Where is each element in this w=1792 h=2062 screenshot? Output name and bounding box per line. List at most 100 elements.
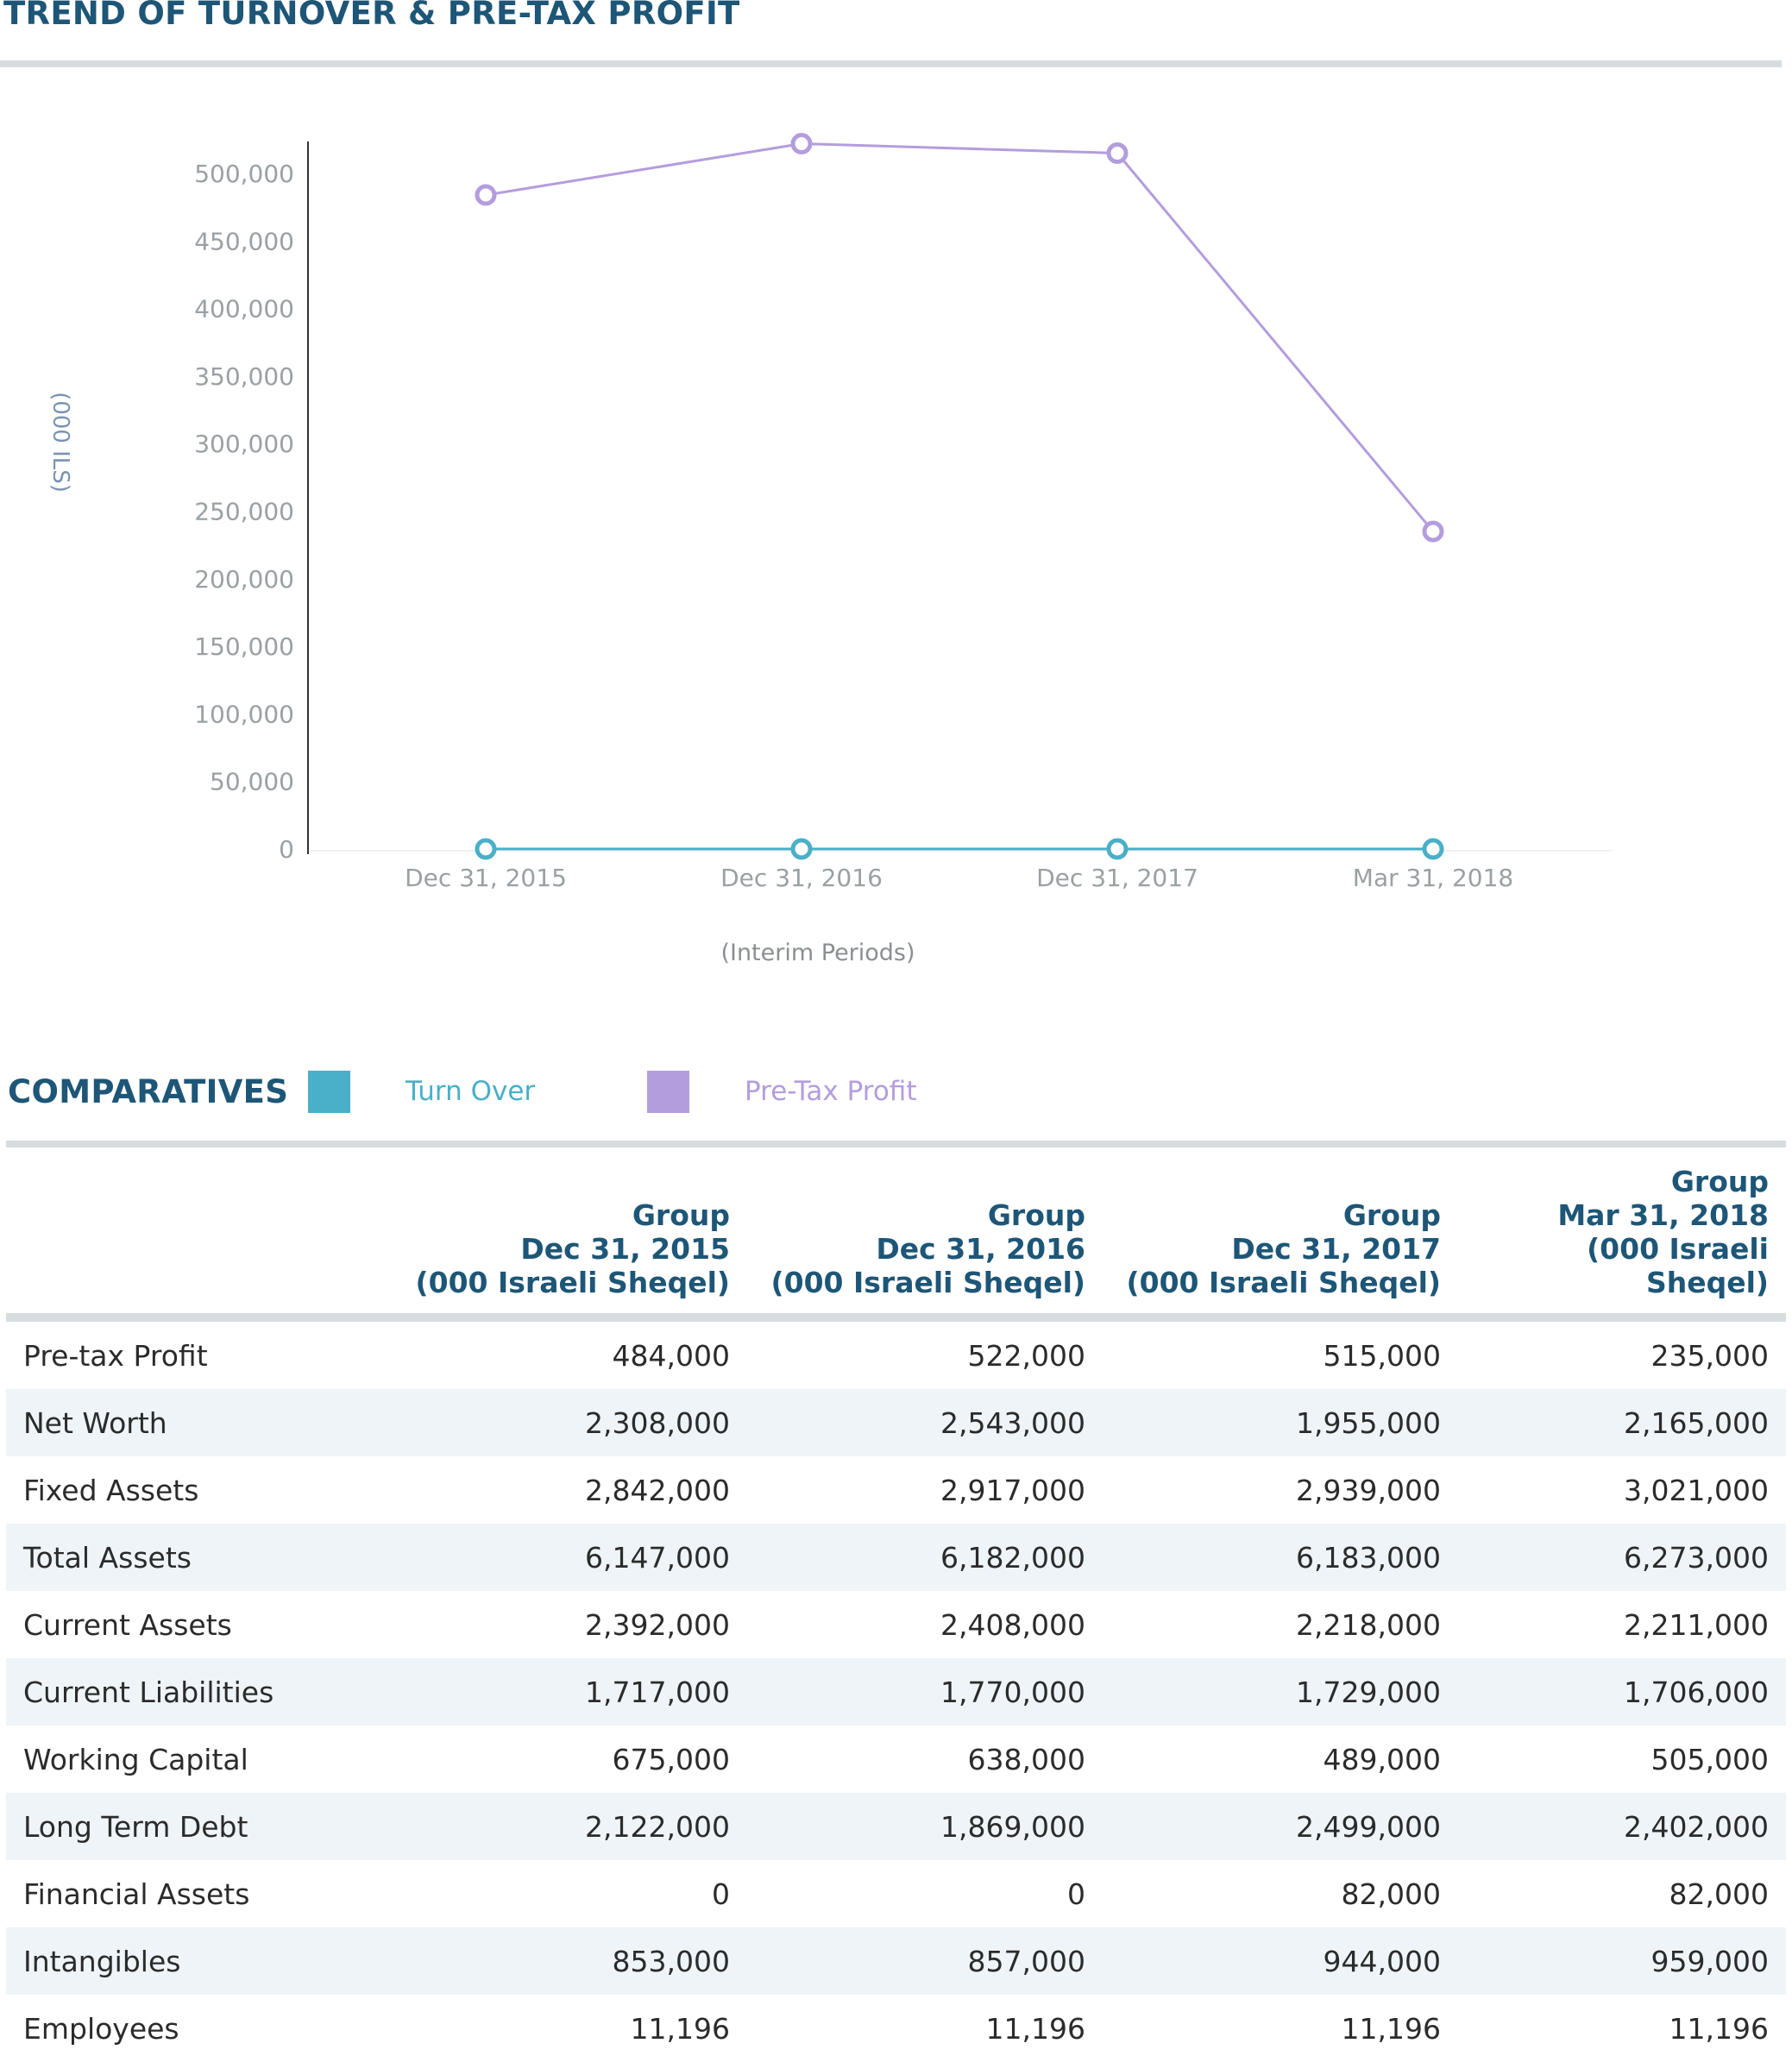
table-cell: 2,308,000	[392, 1389, 747, 1456]
header-unit: (000 Israeli Sheqel)	[1126, 1266, 1441, 1299]
y-tick-label: 350,000	[194, 362, 294, 391]
table-row: Net Worth 2,308,000 2,543,000 1,955,000 …	[6, 1389, 1786, 1456]
x-tick-label: Dec 31, 2016	[720, 864, 883, 892]
table-row: Total Assets 6,147,000 6,182,000 6,183,0…	[6, 1524, 1786, 1591]
table-cell: 2,218,000	[1296, 1607, 1441, 1642]
data-point-pretax-profit	[790, 133, 813, 155]
trend-title-divider	[0, 60, 1782, 67]
table-row: Financial Assets 0 0 82,000 82,000	[6, 1860, 1786, 1927]
row-label: Net Worth	[6, 1389, 392, 1456]
y-tick-label: 0	[279, 835, 294, 864]
table-row: Long Term Debt 2,122,000 1,869,000 2,499…	[6, 1793, 1786, 1860]
legend-swatch-turnover	[308, 1070, 350, 1113]
y-tick-label: 450,000	[194, 227, 294, 255]
header-cell-2018: Group Mar 31, 2018 (000 Israeli Sheqel)	[1458, 1147, 1786, 1322]
table-cell: 522,000	[967, 1338, 1085, 1373]
table-cell: 11,196	[1669, 2011, 1769, 2046]
table-cell: 2,939,000	[1296, 1473, 1441, 1507]
table-cell: 2,499,000	[1103, 1793, 1458, 1860]
y-tick-label: 100,000	[194, 700, 294, 728]
legend-swatch-pretax-profit	[647, 1070, 689, 1113]
table-cell: 857,000	[747, 1927, 1103, 1995]
y-tick-label: 150,000	[194, 632, 294, 661]
header-period: Mar 31, 2018	[1557, 1198, 1769, 1232]
table-cell: 2,842,000	[585, 1473, 730, 1507]
table-cell: 2,408,000	[940, 1607, 1085, 1642]
row-label: Current Assets	[23, 1607, 232, 1642]
table-row: Fixed Assets 2,842,000 2,917,000 2,939,0…	[6, 1456, 1786, 1524]
header-group: Group	[1670, 1165, 1769, 1198]
header-row: Group Dec 31, 2015 (000 Israeli Sheqel) …	[6, 1147, 1786, 1322]
comparatives-section-title: COMPARATIVES	[8, 1073, 289, 1110]
table-cell: 3,021,000	[1624, 1473, 1769, 1507]
table-cell: 0	[712, 1877, 730, 1911]
trend-chart: 0 50,000 100,000 150,000 200,000 250,000 300,0…	[0, 78, 1792, 1113]
header-unit: (000 Israeli Sheqel)	[1587, 1232, 1769, 1299]
row-label: Long Term Debt	[6, 1793, 392, 1860]
data-point-turnover	[1106, 838, 1129, 860]
table-cell: 505,000	[1651, 1742, 1769, 1776]
table-cell: 853,000	[392, 1927, 747, 1995]
table-row: Current Assets 2,392,000 2,408,000 2,218…	[6, 1591, 1786, 1658]
header-unit: (000 Israeli Sheqel)	[770, 1266, 1085, 1299]
table-cell: 2,543,000	[747, 1389, 1103, 1456]
table-cell: 1,955,000	[1103, 1389, 1458, 1456]
table-cell: 2,402,000	[1458, 1793, 1786, 1860]
table-cell: 82,000	[1669, 1877, 1769, 1911]
trend-chart-svg: 0 50,000 100,000 150,000 200,000 250,000 300,0…	[47, 133, 1612, 966]
comparatives-table-body: Pre-tax Profit 484,000 522,000 515,000 2…	[6, 1317, 1786, 2062]
row-label: Financial Assets	[23, 1877, 250, 1911]
y-tick-label: 400,000	[194, 295, 294, 324]
table-cell: 6,183,000	[1103, 1524, 1458, 1591]
table-cell: 638,000	[967, 1742, 1085, 1776]
table-cell: 2,122,000	[392, 1793, 747, 1860]
y-tick-label: 200,000	[194, 565, 294, 594]
data-point-turnover	[1422, 838, 1444, 860]
legend-item-pretax-profit[interactable]: Pre-Tax Profit	[647, 1070, 917, 1113]
table-cell: 11,196	[1341, 2011, 1441, 2046]
y-tick-label: 300,000	[194, 430, 294, 458]
table-cell: 11,196	[985, 2011, 1085, 2046]
data-point-pretax-profit	[1106, 142, 1129, 165]
table-cell: 489,000	[1323, 1742, 1441, 1776]
data-point-turnover	[475, 838, 497, 860]
legend-item-turnover[interactable]: Turn Over	[308, 1070, 535, 1113]
header-group: Group	[987, 1198, 1085, 1232]
legend-label-pretax-profit: Pre-Tax Profit	[745, 1076, 917, 1107]
table-row: Current Liabilities 1,717,000 1,770,000 …	[6, 1658, 1786, 1726]
x-axis-label: (Interim Periods)	[720, 940, 915, 966]
header-period: Dec 31, 2015	[520, 1232, 730, 1266]
table-cell: 1,717,000	[392, 1658, 747, 1726]
data-point-pretax-profit	[475, 184, 497, 206]
table-cell: 6,182,000	[747, 1524, 1103, 1591]
table-cell: 1,706,000	[1458, 1658, 1786, 1726]
table-cell: 6,273,000	[1458, 1524, 1786, 1591]
table-cell: 2,165,000	[1458, 1389, 1786, 1456]
comparatives-table: Group Dec 31, 2015 (000 Israeli Sheqel) …	[6, 1147, 1786, 2062]
comparatives-title-divider	[6, 1141, 1786, 1147]
table-cell: 6,147,000	[392, 1524, 747, 1591]
series-line-pretax-profit	[485, 142, 1435, 532]
table-cell: 515,000	[1323, 1338, 1441, 1373]
trend-section-title: TREND OF TURNOVER & PRE-TAX PROFIT	[3, 0, 740, 32]
table-cell: 1,729,000	[1103, 1658, 1458, 1726]
x-tick-label: Mar 31, 2018	[1353, 864, 1513, 892]
row-label: Total Assets	[6, 1524, 392, 1591]
row-label: Pre-tax Profit	[23, 1338, 208, 1373]
table-cell: 1,770,000	[747, 1658, 1103, 1726]
table-row: Intangibles 853,000 857,000 944,000 959,…	[6, 1927, 1786, 1995]
header-cell-2017: Group Dec 31, 2017 (000 Israeli Sheqel)	[1103, 1147, 1458, 1322]
legend-label-turnover: Turn Over	[406, 1076, 536, 1107]
row-label: Employees	[23, 2011, 179, 2046]
header-group: Group	[1342, 1198, 1441, 1232]
data-point-turnover	[790, 838, 813, 860]
table-cell: 959,000	[1458, 1927, 1786, 1995]
x-tick-label: Dec 31, 2015	[405, 864, 567, 892]
header-group: Group	[632, 1198, 730, 1232]
row-label: Fixed Assets	[23, 1473, 199, 1507]
table-cell: 82,000	[1341, 1877, 1441, 1911]
table-row: Employees 11,196 11,196 11,196 11,196	[6, 1995, 1786, 2062]
table-cell: 944,000	[1103, 1927, 1458, 1995]
header-period: Dec 31, 2017	[1231, 1232, 1441, 1266]
row-label: Current Liabilities	[6, 1658, 392, 1726]
